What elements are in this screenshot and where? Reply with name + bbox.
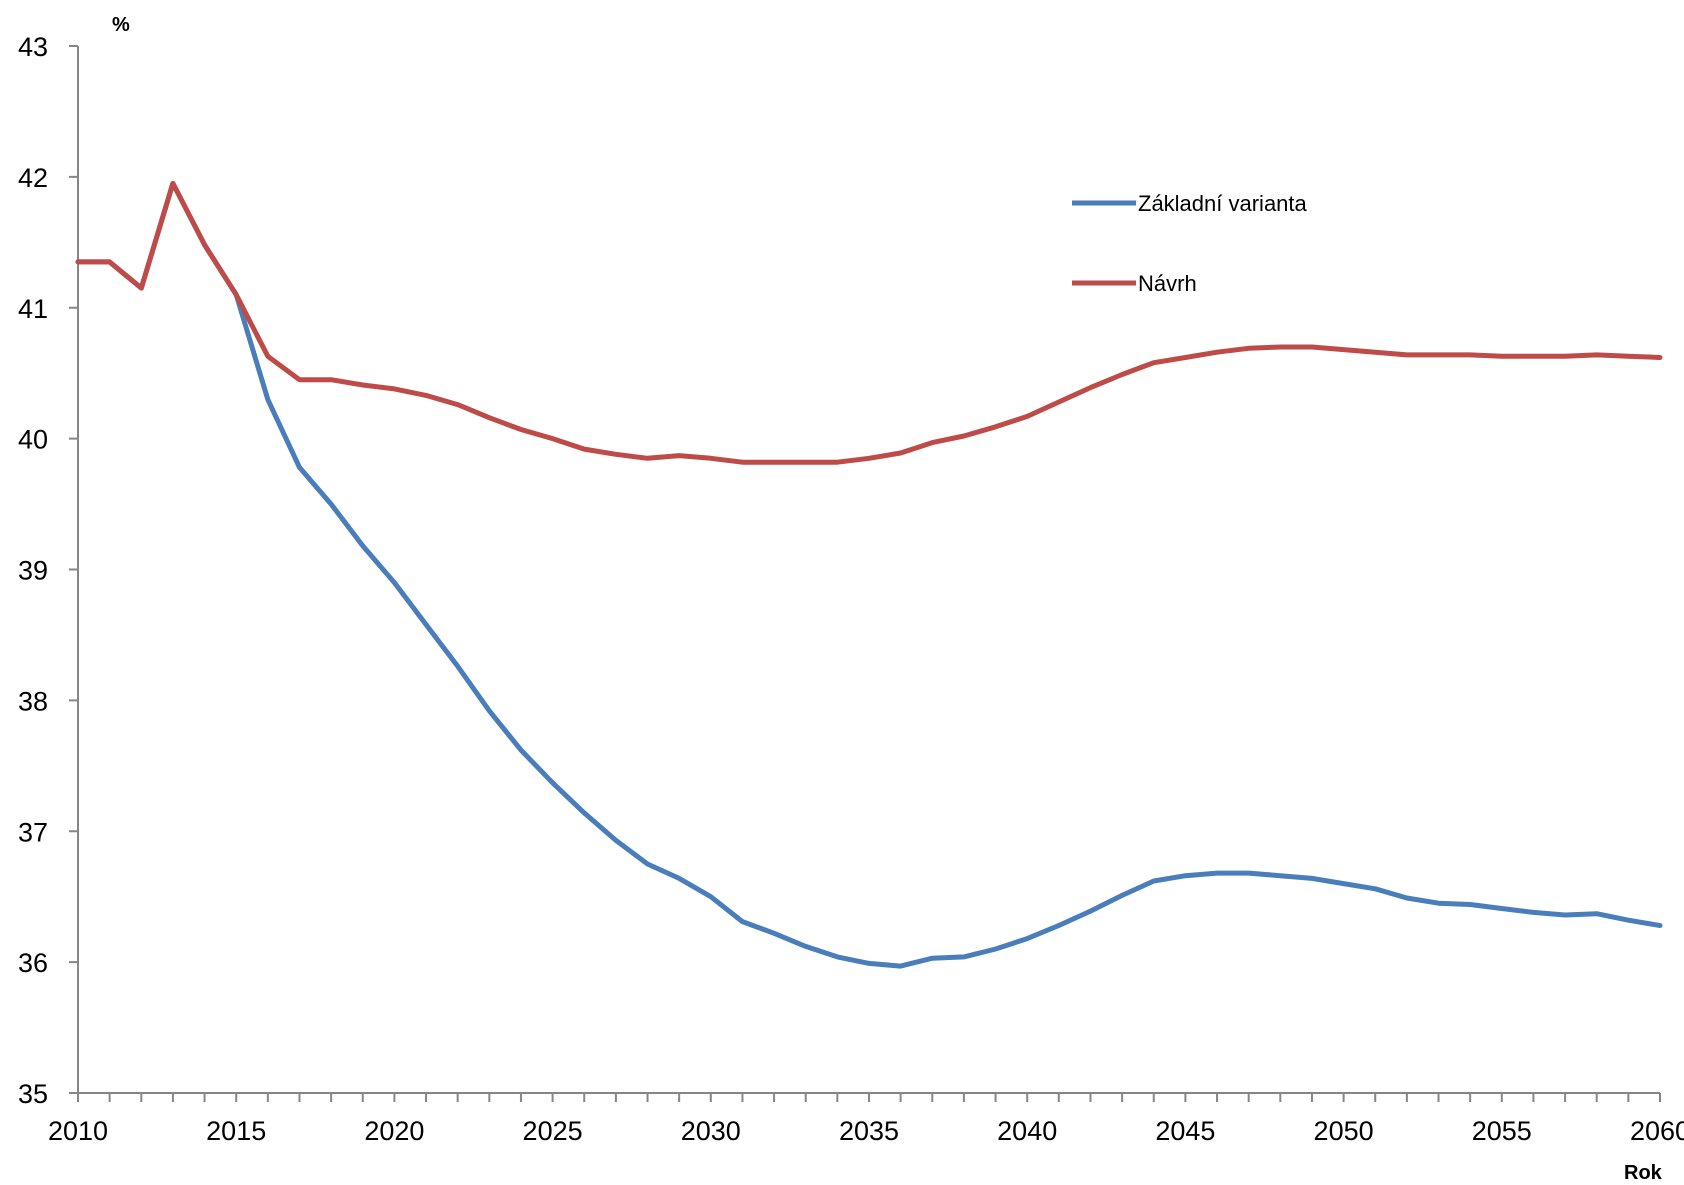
series-lines [75, 180, 1663, 969]
x-tick-label: 2055 [1472, 1116, 1532, 1146]
y-tick-label: 35 [18, 1079, 48, 1109]
y-tick-label: 42 [18, 163, 48, 193]
x-tick-label: 2030 [681, 1116, 741, 1146]
y-tick-label: 40 [18, 425, 48, 455]
y-tick-label: 39 [18, 556, 48, 586]
x-tick-label: 2045 [1155, 1116, 1215, 1146]
x-tick-label: 2060 [1630, 1116, 1684, 1146]
x-tick-label: 2025 [523, 1116, 583, 1146]
x-tick-label: 2015 [206, 1116, 266, 1146]
x-tick-label: 2010 [48, 1116, 108, 1146]
x-axis-title: Rok [1624, 1162, 1663, 1184]
series-line-1 [75, 180, 1663, 969]
legend-label: Základní varianta [1138, 191, 1308, 216]
legend: Základní varianta Návrh [1072, 191, 1308, 296]
y-tick-label: 36 [18, 948, 48, 978]
x-tick-label: 2035 [839, 1116, 899, 1146]
y-tick-label: 38 [18, 686, 48, 716]
y-axis-unit-label: % [112, 14, 130, 36]
x-tick-label: 2020 [364, 1116, 424, 1146]
legend-label: Návrh [1138, 271, 1197, 296]
y-tick-label: 37 [18, 817, 48, 847]
axes: 35 36 37 38 39 40 41 42 43 2010 2015 2020 2025 2030 20… [18, 32, 1684, 1146]
y-tick-label: 43 [18, 32, 48, 62]
x-tick-label: 2050 [1314, 1116, 1374, 1146]
series-line-2 [75, 180, 1663, 465]
y-tick-label: 41 [18, 294, 48, 324]
x-tick-label: 2040 [997, 1116, 1057, 1146]
